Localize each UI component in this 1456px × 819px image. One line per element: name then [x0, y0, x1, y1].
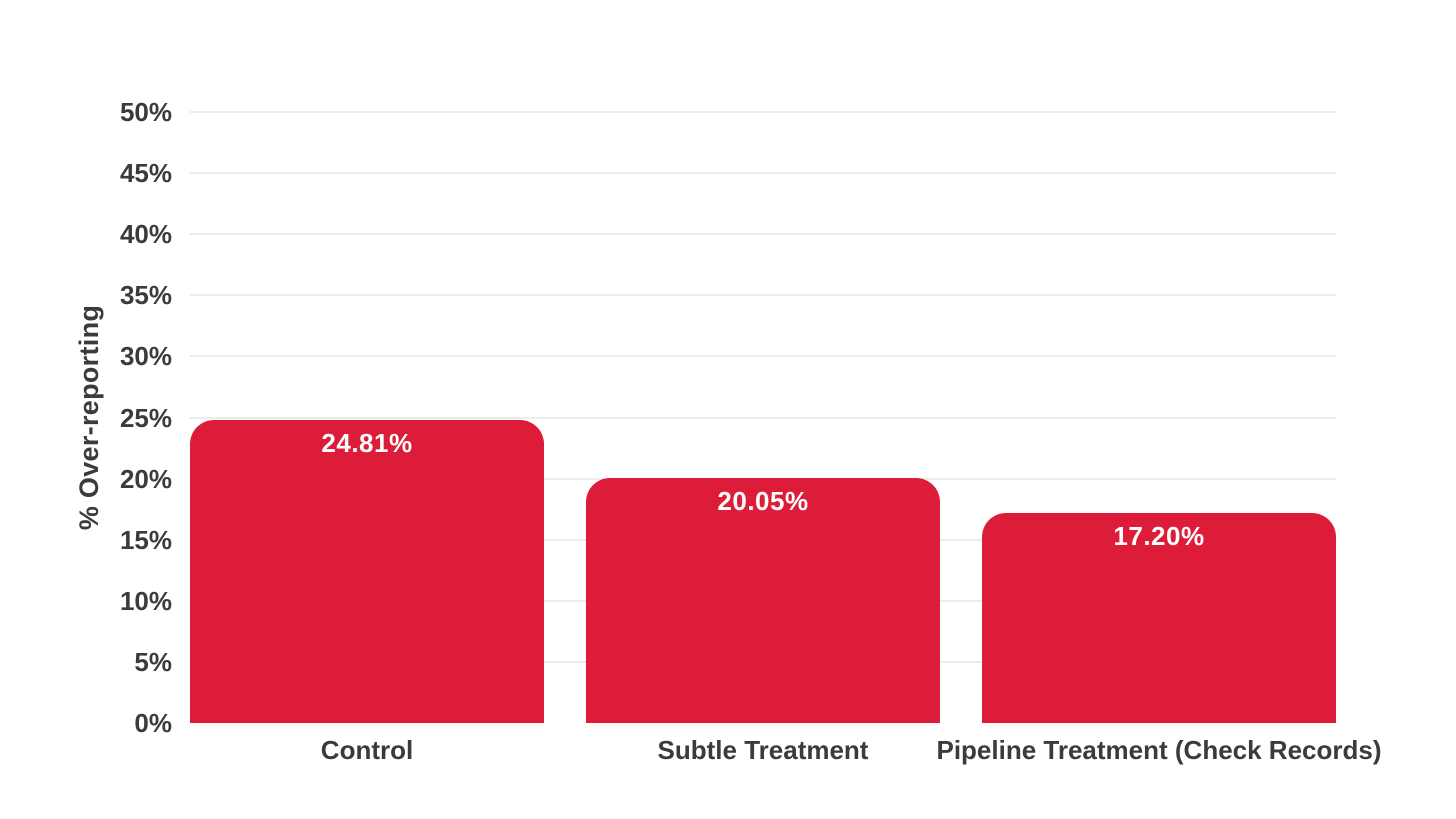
y-tick-label-40: 40%: [119, 219, 172, 250]
y-tick-label-5: 5%: [134, 646, 172, 677]
y-tick-label-45: 45%: [119, 158, 172, 189]
x-category-label-2: Pipeline Treatment (Check Records): [936, 735, 1382, 765]
y-tick-label-0: 0%: [134, 708, 172, 738]
gridline-50: [190, 111, 1336, 113]
gridline-25: [190, 416, 1336, 419]
x-category-label-0: Control: [320, 735, 414, 765]
x-category-label-1: Subtle Treatment: [657, 735, 869, 765]
gridline-40: [190, 233, 1336, 236]
gridline-45: [190, 172, 1336, 175]
x-axis-labels: Control Subtle Treatment Pipeline Treatmen…: [0, 734, 1456, 774]
bar-0: 24.81%: [190, 419, 544, 723]
y-tick-label-25: 25%: [119, 402, 172, 433]
y-tick-label-20: 20%: [119, 463, 172, 494]
y-tick-label-50: 50%: [119, 97, 172, 127]
bar-2: 17.20%: [982, 512, 1336, 723]
y-axis-ticks: 0% 5% 10% 15% 20% 25% 30% 35% 40% 45% 50%: [0, 97, 172, 738]
bar-1: 20.05%: [586, 478, 940, 723]
bar-value-label-1: 20.05%: [717, 486, 809, 516]
y-tick-label-15: 15%: [119, 524, 172, 555]
y-tick-label-30: 30%: [119, 341, 172, 372]
y-tick-label-35: 35%: [119, 280, 172, 311]
bar-value-label-2: 17.20%: [1113, 520, 1205, 551]
bar-value-label-0: 24.81%: [321, 427, 413, 458]
gridline-35: [190, 294, 1336, 297]
gridline-30: [190, 355, 1336, 358]
y-tick-label-10: 10%: [119, 585, 172, 616]
plot-area: 24.81% 20.05% 17.20%: [190, 111, 1336, 723]
